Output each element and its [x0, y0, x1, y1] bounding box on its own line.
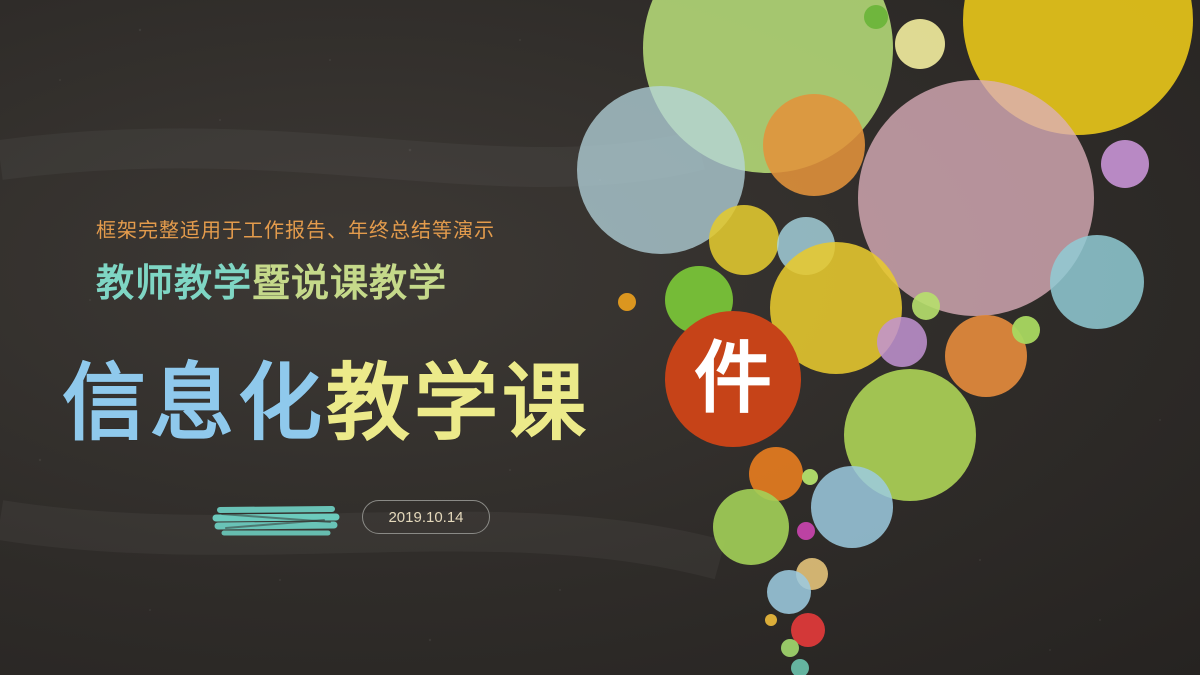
bubble [749, 447, 803, 501]
bubble [1012, 316, 1040, 344]
bubble [791, 659, 809, 675]
bubble [864, 5, 888, 29]
bubble [709, 205, 779, 275]
bubble [1101, 140, 1149, 188]
slide-heading: 教师教学暨说课教学 [96, 252, 447, 307]
bubble [1050, 235, 1144, 329]
heading-main-text: 暨说课教学 [252, 261, 448, 305]
bubble [713, 489, 789, 565]
bubble [791, 613, 825, 647]
bubble [895, 19, 945, 69]
bubble [877, 317, 927, 367]
heading-accent-text: 教师教学 [96, 261, 253, 305]
bubble [767, 570, 811, 614]
chalk-stroke-decoration [212, 506, 340, 536]
bubble [577, 86, 745, 254]
bubble [765, 614, 777, 626]
title-highlight-circle: 件 [665, 311, 801, 447]
bubble [802, 469, 818, 485]
bubble [844, 369, 976, 501]
bubble [858, 80, 1094, 316]
title-highlight-char: 件 [693, 334, 772, 424]
bubble-cluster [577, 0, 1193, 675]
main-title: 信息化教学课 [62, 336, 590, 457]
bubble [763, 94, 865, 196]
bubble [781, 639, 799, 657]
bubble [945, 315, 1027, 397]
main-title-yellow-text: 教学课 [326, 354, 591, 452]
bubble [811, 466, 893, 548]
bubble [912, 292, 940, 320]
main-title-blue-text: 信息化 [62, 354, 327, 452]
bubble [770, 242, 902, 374]
bubble [618, 293, 636, 311]
date-badge: 2019.10.14 [362, 500, 490, 534]
subtitle: 框架完整适用于工作报告、年终总结等演示 [96, 218, 495, 242]
bubble [797, 522, 815, 540]
